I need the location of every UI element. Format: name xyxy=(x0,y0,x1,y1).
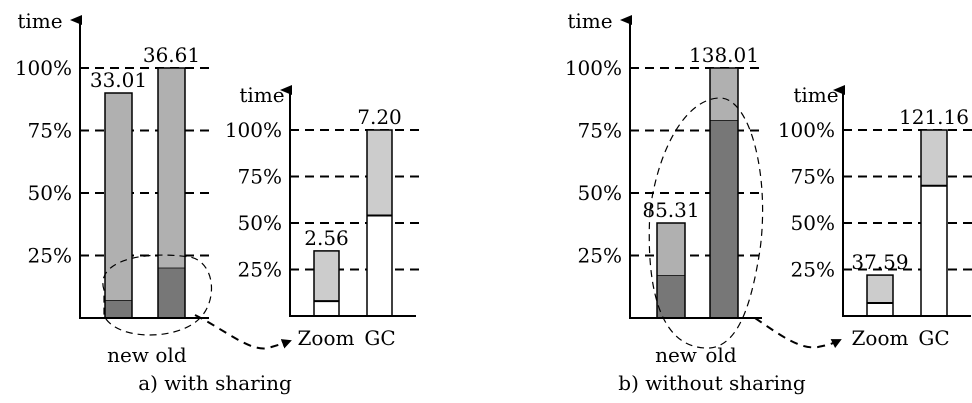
curved-arrow-a xyxy=(194,314,292,350)
curved-arrow-b xyxy=(754,317,842,349)
bar-segment xyxy=(657,275,685,318)
value-label: 85.31 xyxy=(642,198,699,222)
bar-segment xyxy=(314,250,339,302)
bar-segment xyxy=(921,130,947,186)
chart-panel-3: 25% 50% 75% 100% 37.59 Zoom 121.16 GC time xyxy=(778,83,972,350)
chart-panel-0: 25% 50% 75% 100% 33.01 new 36.61 old time xyxy=(15,9,210,367)
bar-segment xyxy=(158,68,185,268)
y-tick-label: 25% xyxy=(28,244,72,268)
y-tick-label: 25% xyxy=(791,258,835,282)
bar-segment xyxy=(921,185,947,316)
y-tick-label: 100% xyxy=(15,56,72,80)
caption-a: a) with sharing xyxy=(138,371,292,395)
bar-segment xyxy=(367,130,392,216)
y-tick-label: 50% xyxy=(238,211,282,235)
y-tick-label: 100% xyxy=(778,118,835,142)
bar-segment xyxy=(710,120,738,318)
value-label: 36.61 xyxy=(143,43,200,67)
category-label: GC xyxy=(918,326,949,350)
bar-segment xyxy=(105,93,132,301)
bar-segment xyxy=(867,275,893,303)
y-tick-label: 75% xyxy=(28,119,72,143)
category-label: old xyxy=(705,343,736,367)
y-axis-label: time xyxy=(567,9,612,33)
category-label: new xyxy=(107,343,149,367)
y-axis-label: time xyxy=(17,9,62,33)
y-tick-label: 50% xyxy=(28,181,72,205)
y-tick-label: 100% xyxy=(225,118,282,142)
bar-segment xyxy=(867,302,893,316)
value-label: 37.59 xyxy=(851,250,908,274)
y-tick-label: 75% xyxy=(791,165,835,189)
y-tick-label: 100% xyxy=(565,56,622,80)
value-label: 138.01 xyxy=(689,43,759,67)
category-label: Zoom xyxy=(298,326,355,350)
bar-segment xyxy=(367,215,392,316)
bar-segment xyxy=(710,68,738,121)
y-tick-label: 50% xyxy=(578,181,622,205)
y-axis-label: time xyxy=(239,83,284,107)
bar-segment xyxy=(105,300,132,318)
y-tick-label: 25% xyxy=(238,258,282,282)
category-label: GC xyxy=(364,326,395,350)
caption-b: b) without sharing xyxy=(618,371,806,395)
value-label: 33.01 xyxy=(90,68,147,92)
y-axis-label: time xyxy=(793,83,838,107)
bar-segment xyxy=(158,268,185,318)
y-tick-label: 25% xyxy=(578,244,622,268)
grouping-ellipse-b xyxy=(648,97,764,349)
bar-segment xyxy=(657,223,685,276)
y-tick-label: 50% xyxy=(791,211,835,235)
value-label: 2.56 xyxy=(304,226,349,250)
grouping-ellipse-a xyxy=(102,254,213,336)
value-label: 121.16 xyxy=(899,105,969,129)
category-label: Zoom xyxy=(852,326,909,350)
value-label: 7.20 xyxy=(357,105,402,129)
category-label: new xyxy=(655,343,697,367)
chart-panel-2: 25% 50% 75% 100% 85.31 new 138.01 old time xyxy=(565,9,765,367)
y-tick-label: 75% xyxy=(578,119,622,143)
chart-panel-1: 25% 50% 75% 100% 2.56 Zoom 7.20 GC time xyxy=(225,83,422,350)
y-tick-label: 75% xyxy=(238,165,282,189)
category-label: old xyxy=(155,343,186,367)
bar-segment xyxy=(314,301,339,316)
